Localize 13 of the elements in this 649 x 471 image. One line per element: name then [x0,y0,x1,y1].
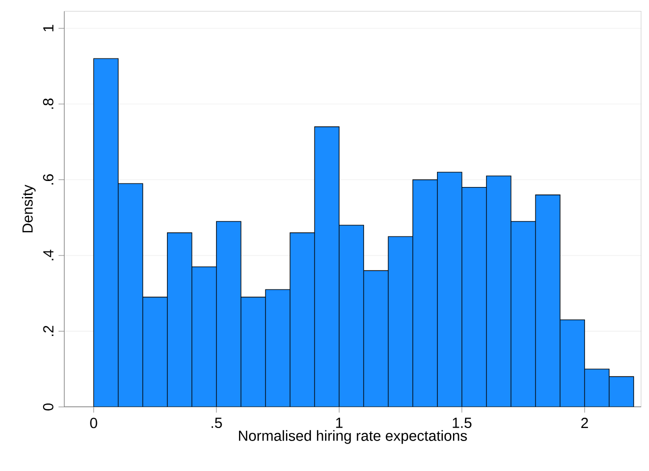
x-tick-label: 1.5 [452,418,472,428]
x-tick-label: 0 [90,418,98,428]
y-tick-label: 0 [43,403,54,410]
x-tick-label: 1 [336,418,343,428]
y-tick-label: .8 [43,98,54,109]
y-tick-label: .6 [43,174,54,184]
y-tick-label: 1 [43,24,54,32]
x-tick-label: 2 [581,418,588,428]
x-axis-title: Normalised hiring rate expectations [239,430,467,444]
y-axis-title: Density [22,184,36,232]
y-tick-label: .4 [43,250,54,260]
x-tick-label: .5 [212,418,222,428]
y-tick-label: .2 [43,326,54,336]
